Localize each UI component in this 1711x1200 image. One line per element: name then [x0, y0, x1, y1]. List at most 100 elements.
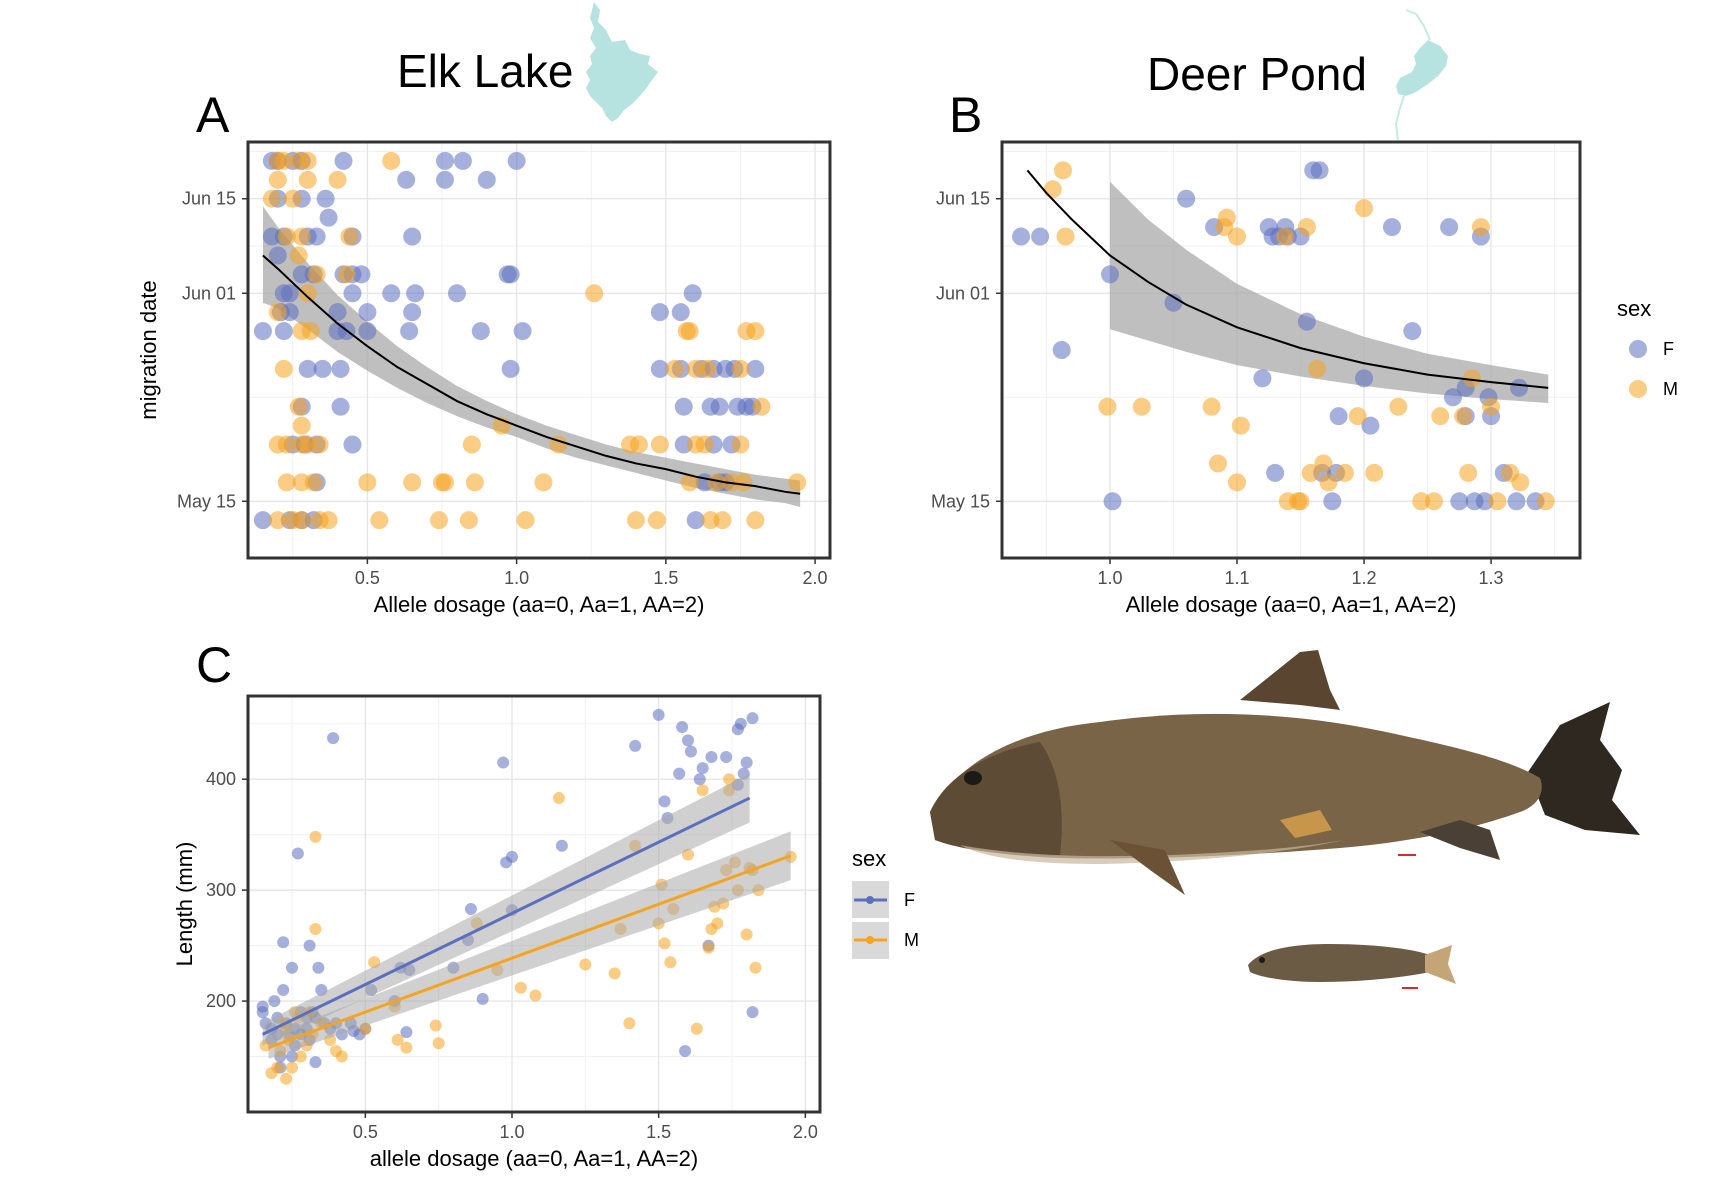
panel-c-point-f	[400, 1026, 413, 1039]
panel-c-point-f	[684, 745, 697, 758]
panel-a-point-f	[358, 303, 377, 322]
panel-b-point-m	[1454, 407, 1473, 426]
panel-b-x-axis-title: Allele dosage (aa=0, Aa=1, AA=2)	[1126, 592, 1457, 617]
panel-c-point-m	[552, 792, 565, 805]
panel-a-point-f	[316, 189, 335, 208]
panel-c-fit-line-f	[262, 796, 751, 1036]
panel-b-point-m	[1482, 397, 1501, 416]
legend-b-key-m	[1629, 380, 1647, 398]
panel-b-point-f	[1012, 227, 1031, 246]
large-fish-body	[930, 713, 1542, 859]
panel-c-point-m	[432, 1037, 445, 1050]
panel-b-point-m	[1355, 199, 1374, 218]
panel-a-point-f	[710, 397, 729, 416]
legend-c-key-f-dot	[866, 896, 874, 904]
panel-a-point-m	[713, 511, 732, 530]
panel-c-point-m	[309, 922, 322, 935]
panel-a-y-tick-label: Jun 01	[182, 283, 236, 303]
panel-c-point-m	[309, 830, 322, 843]
panel-b-point-f	[1329, 407, 1348, 426]
panel-a-point-f	[298, 359, 317, 378]
panel-a-y-axis-title: migration date	[136, 280, 161, 419]
panel-a-point-f	[334, 151, 353, 170]
panel-c-point-m	[690, 1022, 703, 1035]
panel-a-point-m	[277, 227, 296, 246]
panel-a-point-m	[746, 322, 765, 341]
panel-a-point-m	[403, 473, 422, 492]
panel-c-point-f	[720, 751, 733, 764]
panel-c-point-m	[335, 1050, 348, 1063]
panel-b-point-f	[1164, 293, 1183, 312]
panel-c-point-f	[303, 939, 316, 952]
panel-b-point-m	[1424, 492, 1443, 511]
panel-b-point-m	[1389, 397, 1408, 416]
panel-a-point-m	[465, 473, 484, 492]
panel-a-point-m	[319, 511, 338, 530]
panel-b-point-m	[1488, 492, 1507, 511]
panel-a-point-f	[674, 397, 693, 416]
panel-b-point-m	[1511, 473, 1530, 492]
panel-c-fit-line-m	[268, 854, 792, 1050]
panel-c-point-m	[658, 937, 671, 950]
panel-a-point-f	[400, 322, 419, 341]
panel-b-point-m	[1319, 473, 1338, 492]
panel-b-point-m	[1208, 454, 1227, 473]
panel-a-point-m	[337, 265, 356, 284]
panel-c-point-m	[579, 958, 592, 971]
panel-a-point-m	[516, 511, 535, 530]
panel-c-point-m	[529, 989, 542, 1002]
panel-a-point-m	[665, 359, 684, 378]
panel-b-confidence-ribbon	[1109, 181, 1549, 403]
deer-pond-map-icon	[1396, 40, 1448, 96]
panel-a-point-m	[289, 397, 308, 416]
panel-a-point-m	[268, 170, 287, 189]
panel-a-point-f	[403, 303, 422, 322]
panel-a-point-f	[453, 151, 472, 170]
panel-a-point-f	[471, 322, 490, 341]
panel-a-point-m	[627, 511, 645, 530]
panel-c-point-f	[652, 708, 665, 721]
panel-c-point-f	[696, 762, 709, 775]
panel-b-migration-deer: 1.0 1.1 1.2 1.3 May 15 Jun 01 Jun 15 Allele dos…	[931, 140, 1582, 617]
panel-c-point-f	[327, 732, 340, 745]
panel-c-point-m	[400, 1041, 413, 1054]
panel-c-point-f	[693, 773, 706, 786]
legend-b: sex F M	[1617, 296, 1678, 399]
large-fish-dorsal-fin	[1240, 650, 1340, 710]
panel-a-point-f	[435, 151, 454, 170]
panel-b-point-f	[1323, 492, 1342, 511]
panel-a-point-m	[268, 511, 287, 530]
panel-b-point-f	[1297, 312, 1316, 331]
panel-c-point-m	[294, 1050, 307, 1063]
panel-a-point-m	[277, 435, 296, 454]
panel-a-point-m	[647, 511, 666, 530]
panel-a-point-m	[298, 170, 317, 189]
legend-c-title: sex	[852, 846, 886, 871]
panel-a-point-f	[650, 359, 669, 378]
panel-b-point-m	[1291, 492, 1310, 511]
panel-c-point-f	[746, 1006, 759, 1019]
panel-b-point-f	[1475, 492, 1494, 511]
legend-b-title: sex	[1617, 296, 1651, 321]
panel-a-point-m	[304, 473, 323, 492]
panel-c-point-f	[256, 1006, 269, 1019]
panel-a-point-m	[734, 473, 753, 492]
panel-a-point-f	[650, 303, 669, 322]
panel-b-point-m	[1463, 369, 1482, 388]
panel-b-frame	[1000, 140, 1582, 560]
panel-c-x-axis-title: allele dosage (aa=0, Aa=1, AA=2)	[370, 1146, 698, 1171]
elk-lake-map-icon	[586, 2, 658, 122]
legend-b-label-f: F	[1663, 339, 1674, 359]
panel-b-point-m	[1314, 454, 1333, 473]
panel-a-point-m	[680, 473, 699, 492]
panel-a-point-m	[289, 246, 308, 265]
panel-c-point-m	[723, 773, 736, 786]
panel-b-point-f	[1507, 492, 1526, 511]
legend-b-label-m: M	[1663, 379, 1678, 399]
panel-c-point-f	[705, 751, 718, 764]
panel-b-point-m	[1043, 180, 1062, 199]
panel-a-point-f	[280, 284, 299, 303]
panel-a-point-f	[447, 284, 466, 303]
panel-b-point-m	[1308, 359, 1327, 378]
panel-c-ribbon-f	[262, 773, 750, 1046]
